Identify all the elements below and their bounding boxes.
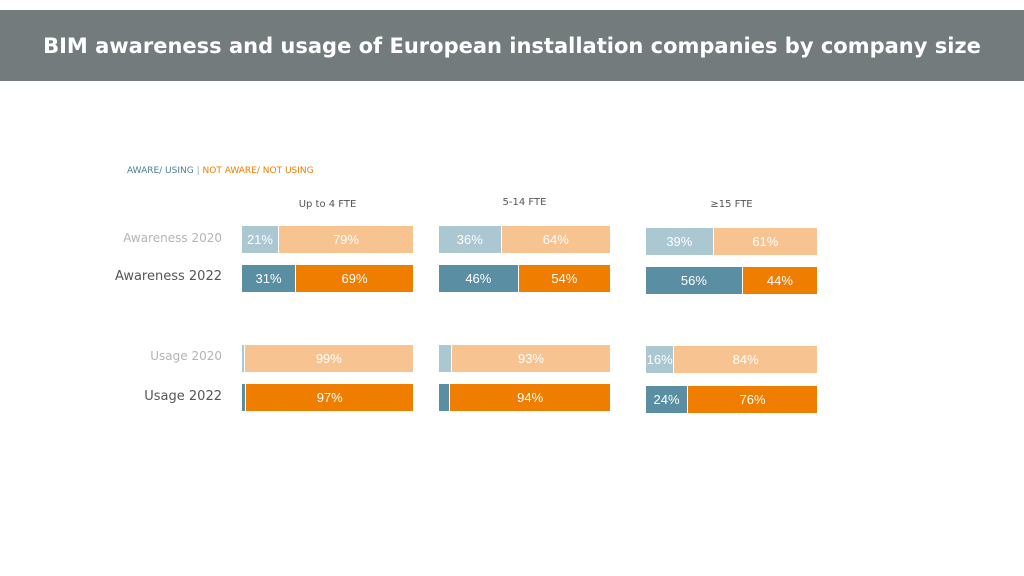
group-header: ≥15 FTE — [710, 199, 753, 210]
legend: AWARE/ USING | NOT AWARE/ NOT USING — [127, 166, 314, 176]
bar-segment-not-aware: 93% — [450, 345, 610, 372]
bar-segment-not-aware: 84% — [673, 346, 817, 373]
stacked-bar: 94% — [439, 384, 610, 411]
bar-segment-not-aware: 79% — [277, 226, 413, 253]
bar-segment-not-aware: 54% — [517, 265, 610, 292]
bar-segment-not-aware: 69% — [295, 265, 413, 292]
row-label: Awareness 2022 — [114, 269, 222, 284]
bar-segment-not-aware: 44% — [741, 267, 817, 294]
stacked-bar: 31% 69% — [242, 265, 413, 292]
stacked-bar: 16% 84% — [646, 346, 817, 373]
stacked-bar: 56% 44% — [646, 267, 817, 294]
bar-segment-aware: 24% — [646, 386, 688, 413]
legend-aware-label: AWARE/ USING — [127, 166, 194, 176]
bar-segment-aware — [439, 345, 451, 372]
bar-segment-aware: 39% — [646, 228, 713, 255]
bar-segment-aware: 21% — [242, 226, 278, 253]
row-label: Usage 2020 — [150, 349, 222, 363]
bar-segment-not-aware: 99% — [243, 345, 413, 372]
chart-title: BIM awareness and usage of European inst… — [43, 33, 981, 58]
bar-segment-aware — [242, 345, 244, 372]
bar-segment-aware: 31% — [242, 265, 295, 292]
bar-segment-aware: 46% — [439, 265, 518, 292]
bar-segment-not-aware: 64% — [500, 226, 610, 253]
row-label: Awareness 2020 — [123, 231, 222, 245]
legend-separator: | — [196, 166, 200, 176]
stacked-bar: 97% — [242, 384, 413, 411]
stacked-bar: 99% — [242, 345, 413, 372]
bar-segment-aware: 36% — [439, 226, 501, 253]
stacked-bar: 24% 76% — [646, 386, 817, 413]
bar-segment-not-aware: 94% — [449, 384, 610, 411]
bar-segment-not-aware: 76% — [687, 386, 817, 413]
bar-segment-aware — [242, 384, 246, 411]
bar-segment-not-aware: 61% — [712, 228, 817, 255]
group-header: Up to 4 FTE — [298, 199, 357, 210]
legend-not-aware-label: NOT AWARE/ NOT USING — [202, 166, 314, 176]
stacked-bar: 39% 61% — [646, 228, 817, 255]
bar-segment-aware: 16% — [646, 346, 674, 373]
title-bar: BIM awareness and usage of European inst… — [0, 10, 1024, 81]
stacked-bar: 46% 54% — [439, 265, 610, 292]
bar-segment-aware — [439, 384, 450, 411]
stacked-bar: 36% 64% — [439, 226, 610, 253]
bar-segment-aware: 56% — [646, 267, 742, 294]
stacked-bar: 21% 79% — [242, 226, 413, 253]
group-header: 5-14 FTE — [502, 197, 547, 208]
bar-segment-not-aware: 97% — [245, 384, 413, 411]
row-label: Usage 2022 — [144, 389, 222, 404]
stacked-bar: 93% — [439, 345, 610, 372]
